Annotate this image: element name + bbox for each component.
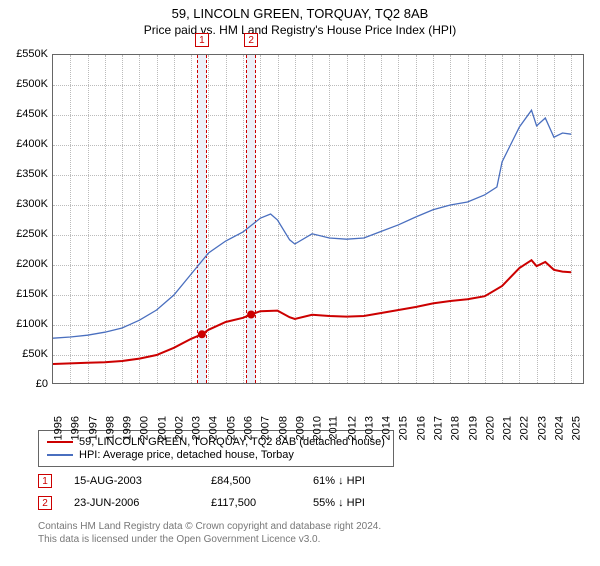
sale-marker-badge: 1 [195, 33, 209, 47]
ytick-label: £150K [8, 288, 48, 300]
xtick-label: 2013 [363, 416, 375, 440]
legend-swatch-property [47, 441, 73, 443]
xtick-label: 2010 [312, 416, 324, 440]
series-line-hpi [53, 110, 571, 338]
xtick-label: 2002 [173, 416, 185, 440]
footer-line2: This data is licensed under the Open Gov… [38, 533, 381, 546]
xtick-label: 2024 [553, 416, 565, 440]
xtick-label: 2009 [294, 416, 306, 440]
ytick-label: £400K [8, 138, 48, 150]
sale-hpi: 61% ↓ HPI [313, 475, 403, 487]
sale-price: £117,500 [211, 497, 291, 509]
sale-badge: 1 [38, 474, 52, 488]
xtick-label: 2025 [571, 416, 583, 440]
sale-row: 2 23-JUN-2006 £117,500 55% ↓ HPI [38, 496, 403, 510]
ytick-label: £0 [8, 378, 48, 390]
sale-marker-badge: 2 [244, 33, 258, 47]
sale-price: £84,500 [211, 475, 291, 487]
sale-hpi: 55% ↓ HPI [313, 497, 403, 509]
legend-label-hpi: HPI: Average price, detached house, Torb… [79, 449, 294, 461]
xtick-label: 2005 [225, 416, 237, 440]
ytick-label: £50K [8, 348, 48, 360]
xtick-label: 2021 [502, 416, 514, 440]
sale-date: 23-JUN-2006 [74, 497, 189, 509]
xtick-label: 2023 [536, 416, 548, 440]
ytick-label: £500K [8, 78, 48, 90]
xtick-label: 2019 [467, 416, 479, 440]
ytick-label: £250K [8, 228, 48, 240]
xtick-label: 1999 [122, 416, 134, 440]
ytick-label: £100K [8, 318, 48, 330]
sale-point-dot [198, 330, 206, 338]
xtick-label: 2001 [156, 416, 168, 440]
ytick-label: £350K [8, 168, 48, 180]
xtick-label: 1998 [104, 416, 116, 440]
ytick-label: £450K [8, 108, 48, 120]
plot-area: 12 [52, 54, 584, 384]
xtick-label: 2004 [208, 416, 220, 440]
legend-row-hpi: HPI: Average price, detached house, Torb… [47, 449, 385, 461]
xtick-label: 1996 [70, 416, 82, 440]
xtick-label: 2018 [450, 416, 462, 440]
sale-row: 1 15-AUG-2003 £84,500 61% ↓ HPI [38, 474, 403, 488]
series-line-property [53, 260, 571, 364]
footer-line1: Contains HM Land Registry data © Crown c… [38, 520, 381, 533]
xtick-label: 1997 [87, 416, 99, 440]
xtick-label: 2012 [346, 416, 358, 440]
xtick-label: 2011 [328, 416, 340, 440]
xtick-label: 2017 [432, 416, 444, 440]
xtick-label: 2000 [139, 416, 151, 440]
footer-text: Contains HM Land Registry data © Crown c… [38, 520, 381, 546]
sale-badge: 2 [38, 496, 52, 510]
xtick-label: 2016 [415, 416, 427, 440]
ytick-label: £200K [8, 258, 48, 270]
sale-date: 15-AUG-2003 [74, 475, 189, 487]
chart-title: 59, LINCOLN GREEN, TORQUAY, TQ2 8AB [0, 6, 600, 21]
xtick-label: 2003 [191, 416, 203, 440]
xtick-label: 2014 [381, 416, 393, 440]
xtick-label: 2008 [277, 416, 289, 440]
ytick-label: £550K [8, 48, 48, 60]
xtick-label: 2020 [484, 416, 496, 440]
legend-swatch-hpi [47, 454, 73, 456]
xtick-label: 2022 [519, 416, 531, 440]
xtick-label: 2007 [260, 416, 272, 440]
chart-container: 59, LINCOLN GREEN, TORQUAY, TQ2 8AB Pric… [0, 6, 600, 566]
ytick-label: £300K [8, 198, 48, 210]
chart-subtitle: Price paid vs. HM Land Registry's House … [0, 23, 600, 37]
xtick-label: 1995 [52, 416, 64, 440]
sale-point-dot [247, 311, 255, 319]
xtick-label: 2015 [398, 416, 410, 440]
xtick-label: 2006 [242, 416, 254, 440]
chart-svg [53, 55, 585, 385]
